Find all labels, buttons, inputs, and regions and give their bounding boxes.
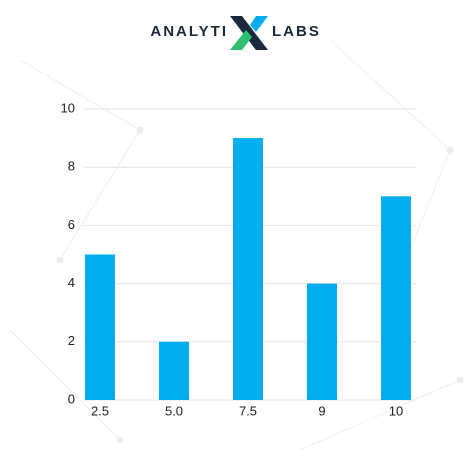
background-network xyxy=(9,39,464,451)
bar xyxy=(381,196,411,400)
logo-mark xyxy=(230,16,268,50)
y-tick-label: 8 xyxy=(68,159,75,174)
y-tick-label: 0 xyxy=(68,391,75,406)
bar xyxy=(233,138,263,400)
logo-right: LABS xyxy=(272,23,321,40)
y-tick-label: 10 xyxy=(61,100,75,115)
bar xyxy=(307,283,337,400)
x-tick-label: 10 xyxy=(389,403,403,418)
y-tick-label: 6 xyxy=(68,217,75,232)
bar xyxy=(159,341,189,400)
y-tick-label: 4 xyxy=(68,275,75,290)
x-tick-label: 7.5 xyxy=(239,403,257,418)
x-tick-label: 5.0 xyxy=(165,403,183,418)
logo-left: ANALYTI xyxy=(150,23,228,40)
x-tick-label: 2.5 xyxy=(91,403,109,418)
x-tick-label: 9 xyxy=(318,403,325,418)
y-tick-label: 2 xyxy=(68,333,75,348)
bar xyxy=(85,254,115,400)
